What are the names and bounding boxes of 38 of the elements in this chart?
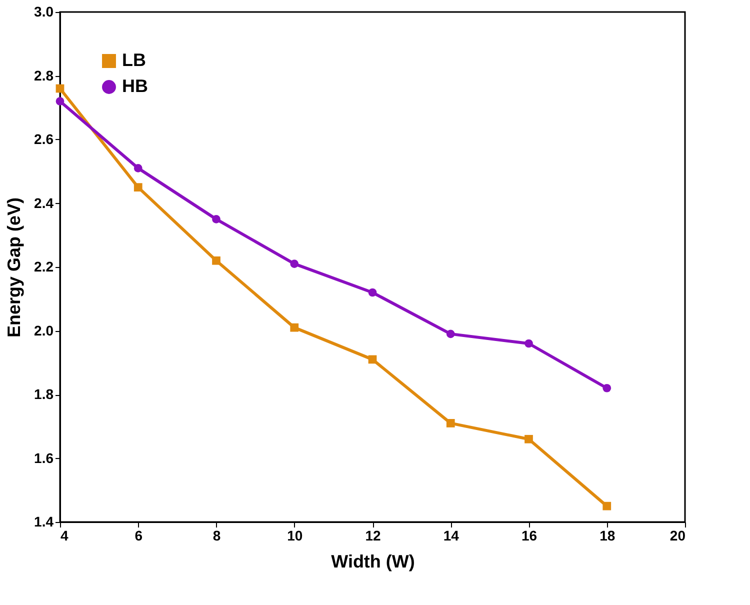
point xyxy=(602,384,612,392)
x-tick-label: 8 xyxy=(212,528,221,544)
point xyxy=(524,339,533,348)
point xyxy=(212,215,220,224)
point xyxy=(56,84,64,93)
x-tick-label: 12 xyxy=(365,528,381,544)
point xyxy=(290,260,299,268)
y-tick-label: 1.4 xyxy=(34,514,54,530)
y-tick-label: 2.6 xyxy=(34,131,54,147)
point xyxy=(446,419,455,428)
point xyxy=(134,183,142,192)
point xyxy=(524,434,533,444)
y-tick-label: 2.0 xyxy=(34,322,54,338)
x-axis-title: Width (W) xyxy=(331,552,415,572)
x-tick-label: 14 xyxy=(443,528,460,544)
x-tick-label: 6 xyxy=(134,528,143,544)
point xyxy=(56,97,64,106)
y-tick-label: 2.8 xyxy=(34,67,54,84)
y-tick-label: 2.4 xyxy=(34,194,54,211)
point xyxy=(368,288,377,297)
x-tick-label: 16 xyxy=(521,528,538,544)
point xyxy=(134,164,142,172)
x-tick-label: 20 xyxy=(670,528,686,544)
y-tick-label: 3.0 xyxy=(34,4,54,20)
legend-label: HB xyxy=(122,76,148,96)
x-tick-label: 4 xyxy=(60,528,68,544)
x-tick-label: 18 xyxy=(600,528,616,544)
x-tick-label: 10 xyxy=(287,528,303,544)
point xyxy=(212,256,220,265)
legend-label: LB xyxy=(122,50,146,70)
y-tick-label: 2.2 xyxy=(34,258,54,274)
point xyxy=(290,323,299,332)
point xyxy=(446,330,455,338)
point xyxy=(602,502,612,510)
point xyxy=(368,355,377,364)
y-tick-label: 1.8 xyxy=(34,386,54,402)
y-tick-label: 1.6 xyxy=(34,450,54,466)
y-axis-title: Energy Gap (eV) xyxy=(4,197,24,338)
